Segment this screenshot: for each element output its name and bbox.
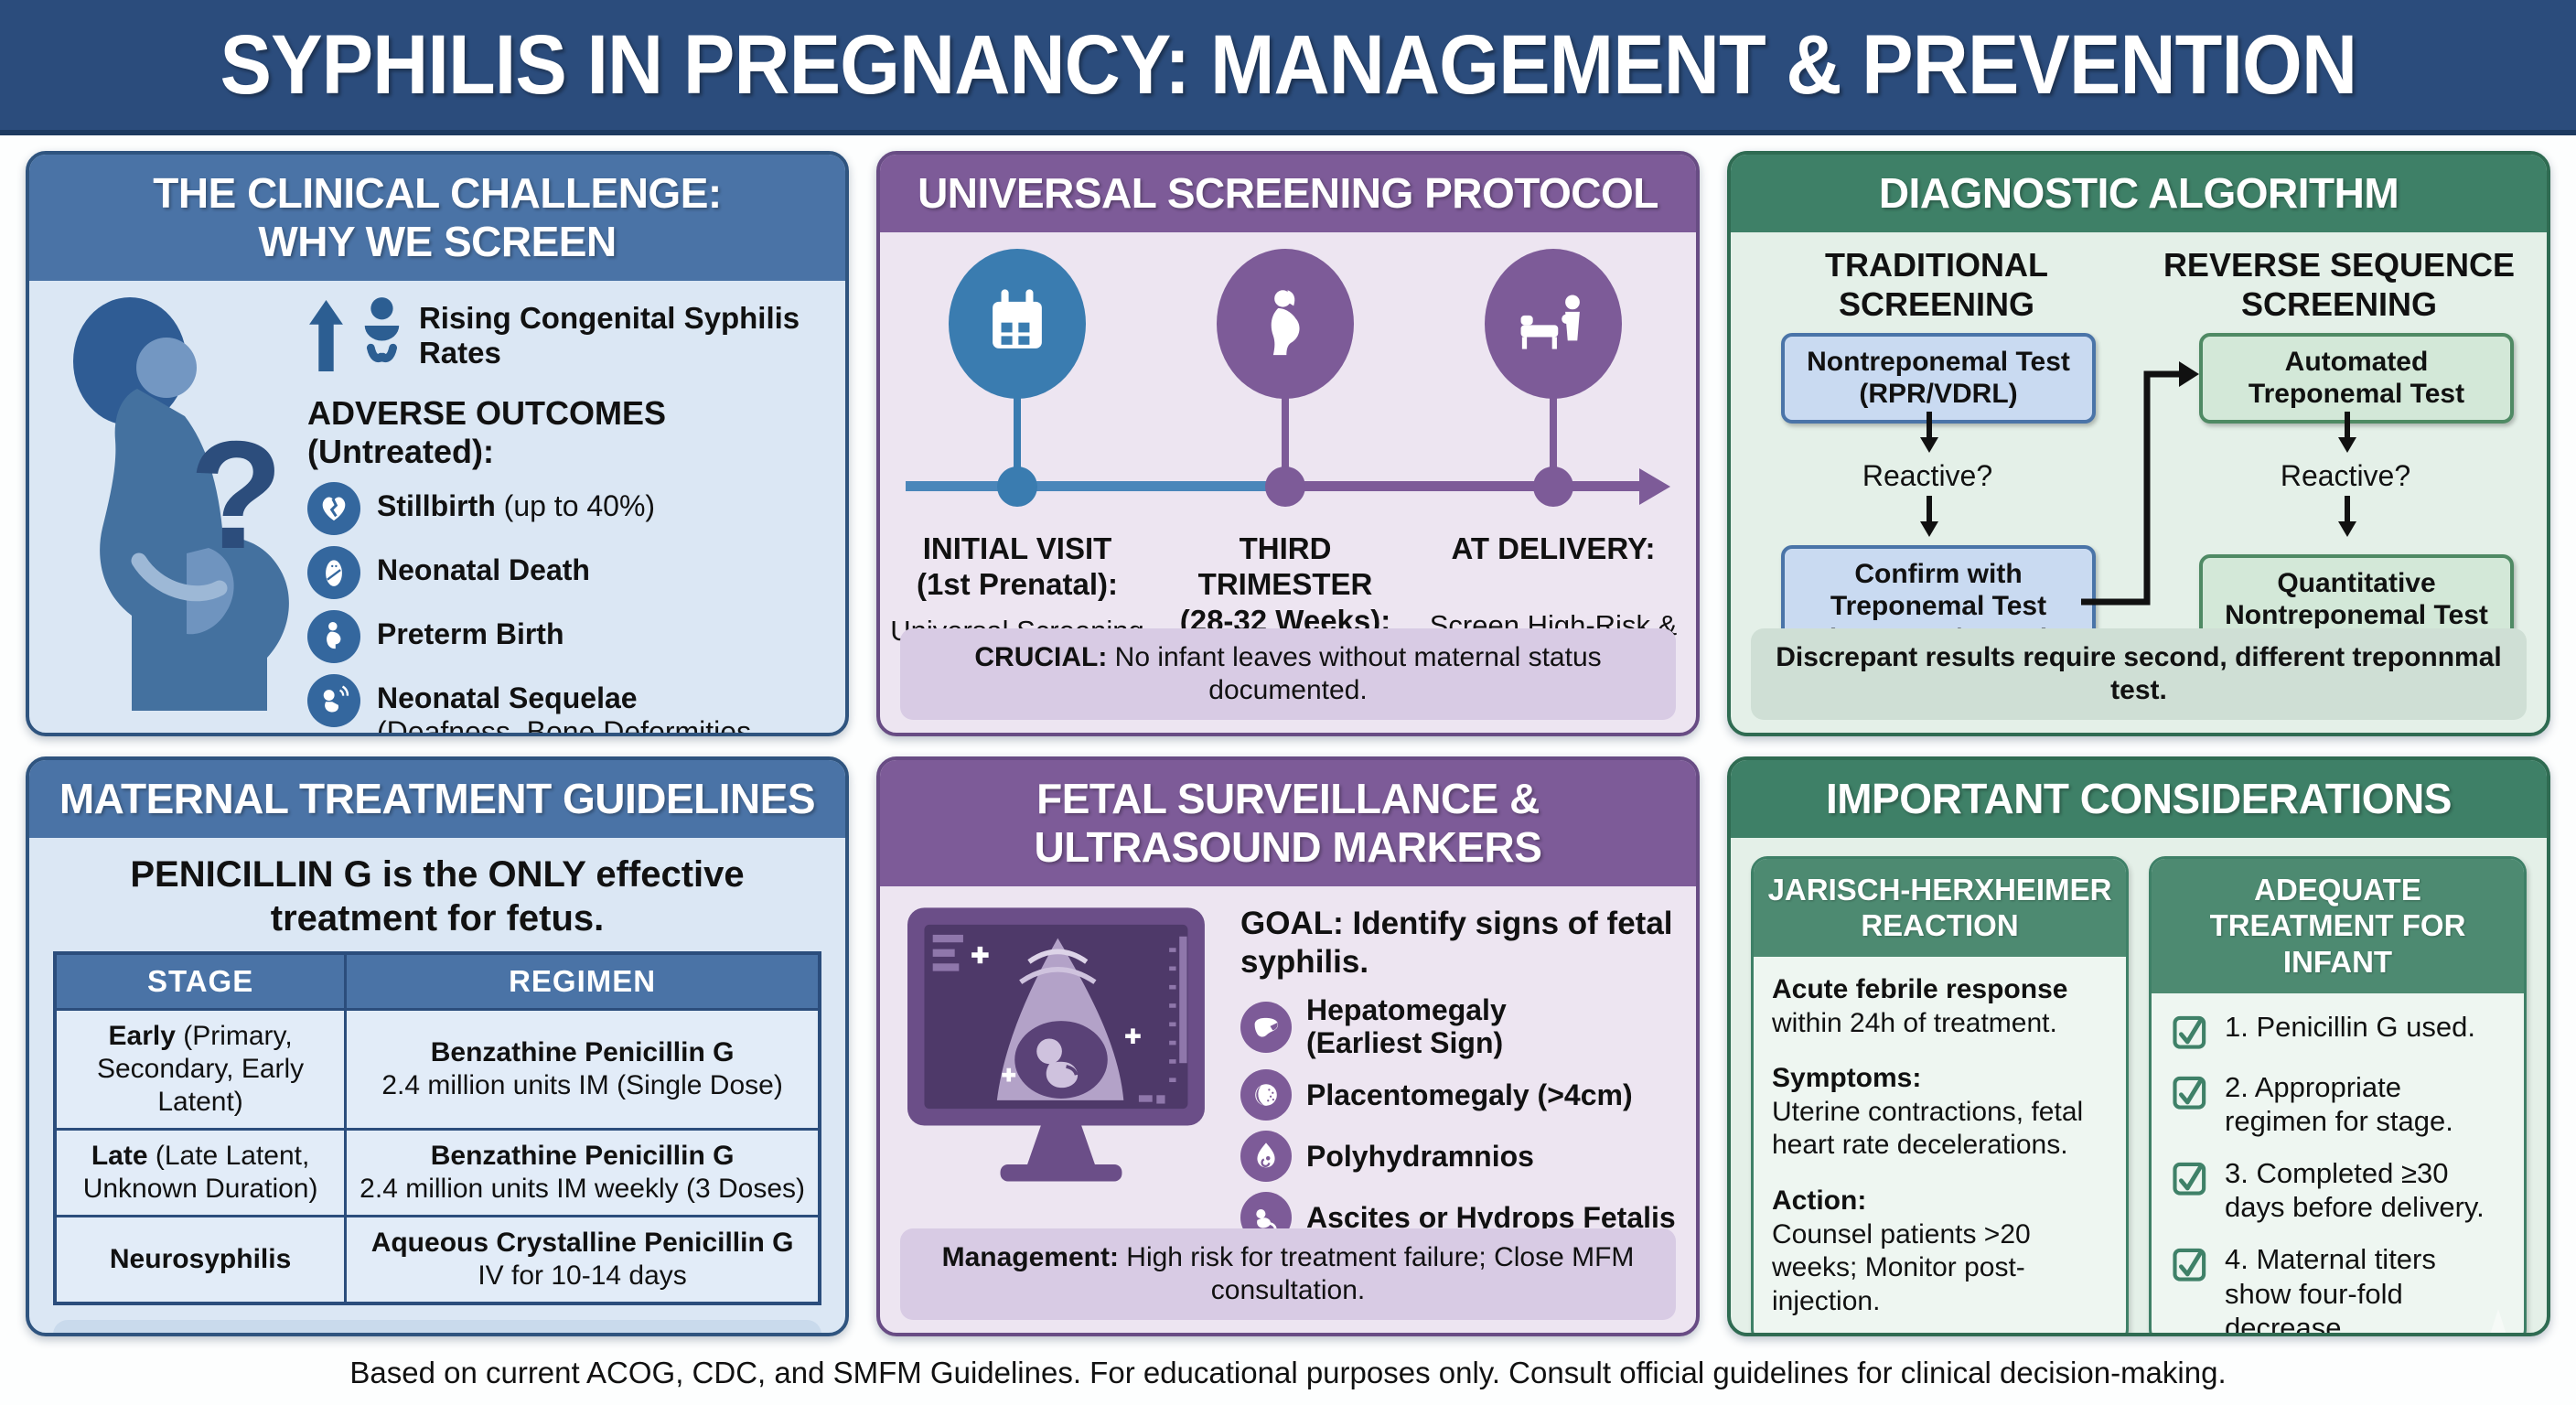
jarisch-herxheimer-title: JARISCH-HERXHEIMER REACTION — [1754, 858, 2126, 958]
pregnant-woman-silhouette-illustration: ? — [29, 281, 304, 733]
panel-algorithm-header: DIAGNOSTIC ALGORITHM — [1731, 155, 2547, 232]
baby-sequelae-icon — [307, 673, 360, 727]
checklist-item: 1. Penicillin G used. — [2170, 1010, 2506, 1052]
panel-clinical-header: THE CLINICAL CHALLENGE: WHY WE SCREEN — [29, 155, 845, 281]
list-item: Neonatal Death — [307, 545, 821, 599]
delivery-bed-icon — [1485, 248, 1622, 399]
baby-icon — [364, 296, 400, 362]
svg-text:?: ? — [189, 409, 284, 581]
broken-heart-icon — [307, 481, 360, 535]
up-arrow-icon — [309, 299, 343, 371]
jarisch-herxheimer-card: JARISCH-HERXHEIMER REACTION Acute febril… — [1751, 855, 2129, 1333]
automated-treponemal-box: Automated Treponemal Test — [2199, 332, 2514, 424]
panel-diagnostic-algorithm: DIAGNOSTIC ALGORITHM TRADITIONAL SCREENI… — [1727, 151, 2550, 736]
amniotic-fluid-icon — [1240, 1131, 1292, 1183]
table-header-row: STAGE REGIMEN — [53, 951, 821, 1011]
checkbox-icon — [2173, 1015, 2206, 1049]
checkbox-icon — [2173, 1076, 2206, 1110]
reactive-label: Reactive? — [2280, 458, 2411, 492]
goal-statement: GOAL: Identify signs of fetal syphilis. — [1240, 905, 1673, 980]
panel-considerations-header: IMPORTANT CONSIDERATIONS — [1731, 760, 2547, 838]
placenta-icon — [1240, 1069, 1292, 1121]
penicillin-allergy-warning: PENICILLIN ALLERGY: Must undergo DESENSI… — [53, 1319, 821, 1333]
list-item: Hepatomegaly (Earliest Sign) — [1240, 993, 1678, 1060]
checklist-item: 2. Appropriate regimen for stage. — [2170, 1070, 2506, 1138]
watermark-sparkle — [2490, 1308, 2506, 1333]
rising-rates-row: Rising Congenital Syphilis Rates — [307, 292, 821, 380]
table-row: Early (Primary, Secondary, Early Latent)… — [53, 1007, 821, 1131]
checklist-item: 4. Maternal titers show four-fold decrea… — [2170, 1242, 2506, 1333]
treatment-table: STAGE REGIMEN Early (Primary, Secondary,… — [53, 950, 821, 1305]
list-item: Placentomegaly (>4cm) — [1240, 1069, 1678, 1121]
down-arrow — [2338, 495, 2356, 537]
panel-fetal-surveillance: FETAL SURVEILLANCE & ULTRASOUND MARKERS — [876, 756, 1700, 1336]
list-item: Preterm Birth — [307, 609, 821, 663]
panel-grid: THE CLINICAL CHALLENGE: WHY WE SCREEN ? — [26, 151, 2550, 1336]
pregnant-woman-icon — [1217, 248, 1354, 399]
panel-maternal-header: MATERNAL TREATMENT GUIDELINES — [29, 760, 845, 838]
checkbox-icon — [2173, 1249, 2206, 1282]
calendar-icon — [949, 248, 1086, 399]
adequate-treatment-title: ADEQUATE TREATMENT FOR INFANT — [2152, 858, 2524, 993]
regimen-column-header: REGIMEN — [344, 951, 821, 1011]
management-note: Management: High risk for treatment fail… — [900, 1228, 1676, 1320]
page-title: SYPHILIS IN PREGNANCY: MANAGEMENT & PREV… — [220, 17, 2357, 112]
timeline-arrowhead — [1639, 467, 1670, 505]
table-row: Late (Late Latent, Unknown Duration) Ben… — [53, 1127, 821, 1217]
down-arrow — [2338, 411, 2356, 453]
discrepant-note: Discrepant results require second, diffe… — [1751, 628, 2527, 720]
footer-disclaimer: Based on current ACOG, CDC, and SMFM Gui… — [349, 1356, 2227, 1389]
list-item: Stillbirth (up to 40%) — [307, 481, 821, 535]
panel-important-considerations: IMPORTANT CONSIDERATIONS JARISCH-HERXHEI… — [1727, 756, 2550, 1336]
checklist-item: 3. Completed ≥30 days before delivery. — [2170, 1156, 2506, 1224]
timeline-segment-blue — [906, 480, 1285, 491]
list-item: Ascites or Hydrops Fetalis — [1240, 1192, 1678, 1244]
stage-column-header: STAGE — [53, 951, 348, 1011]
down-arrow — [1920, 411, 1938, 453]
rising-rates-text: Rising Congenital Syphilis Rates — [418, 300, 800, 370]
panel-fetal-header: FETAL SURVEILLANCE & ULTRASOUND MARKERS — [880, 760, 1696, 886]
ultrasound-monitor-illustration — [907, 907, 1205, 1182]
penicillin-statement: PENICILLIN G is the ONLY effective treat… — [130, 853, 745, 938]
reverse-sequence-title: REVERSE SEQUENCE SCREENING — [2163, 245, 2516, 324]
main-title-bar: SYPHILIS IN PREGNANCY: MANAGEMENT & PREV… — [0, 0, 2576, 135]
list-item: Neonatal Sequelae (Deafness, Bone Deformi… — [307, 673, 821, 733]
table-row: Neurosyphilis Aqueous Crystalline Penici… — [53, 1214, 821, 1305]
checkbox-icon — [2173, 1162, 2206, 1196]
panel-screening-header: UNIVERSAL SCREENING PROTOCOL — [880, 155, 1696, 232]
down-arrow — [1920, 495, 1938, 537]
pregnant-figure-icon — [307, 609, 360, 663]
nontreponemal-test-box: Nontreponemal Test (RPR/VDRL) — [1781, 332, 2096, 424]
swaddled-baby-icon — [307, 545, 360, 599]
timeline-segment-purple — [1285, 480, 1642, 491]
panel-maternal-treatment: MATERNAL TREATMENT GUIDELINES PENICILLIN… — [26, 756, 849, 1336]
panel-clinical-challenge: THE CLINICAL CHALLENGE: WHY WE SCREEN ? — [26, 151, 849, 736]
reactive-label: Reactive? — [1862, 458, 1993, 492]
adverse-outcomes-heading: ADVERSE OUTCOMES (Untreated): — [307, 393, 667, 470]
panel-screening-protocol: UNIVERSAL SCREENING PROTOCOL — [876, 151, 1700, 736]
list-item: Polyhydramnios — [1240, 1131, 1678, 1183]
liver-icon — [1240, 1001, 1292, 1053]
traditional-screening-title: TRADITIONAL SCREENING — [1825, 245, 2048, 324]
crucial-note: CRUCIAL: No infant leaves without matern… — [900, 628, 1676, 720]
adequate-treatment-card: ADEQUATE TREATMENT FOR INFANT 1. Penicil… — [2149, 855, 2527, 1333]
